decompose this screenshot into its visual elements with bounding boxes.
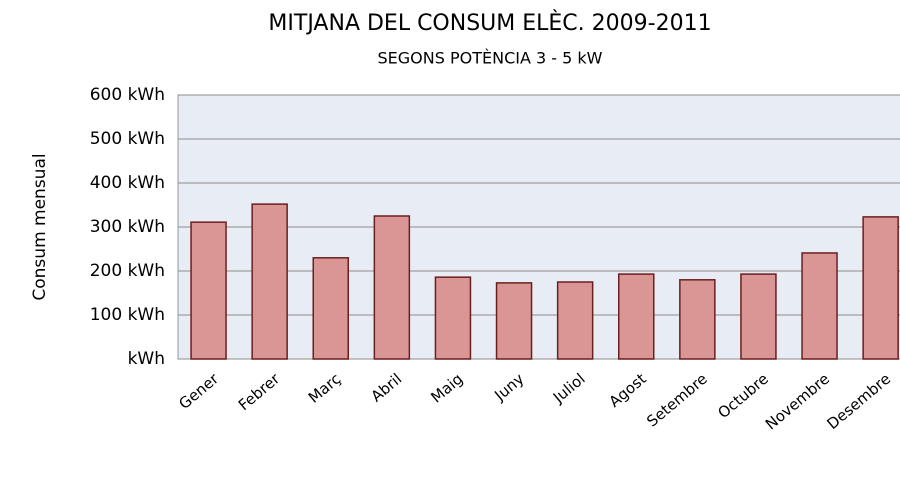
y-tick-label: 100 kWh: [90, 305, 165, 325]
bar: [679, 279, 716, 360]
y-tick-label: 300 kWh: [90, 217, 165, 237]
bar: [801, 252, 838, 360]
y-tick-label: 400 kWh: [90, 173, 165, 193]
bar: [373, 215, 411, 360]
bar: [740, 273, 777, 360]
bar: [495, 282, 533, 360]
chart-title: MITJANA DEL CONSUM ELÈC. 2009-2011: [268, 10, 711, 36]
x-tick-label: Novembre: [762, 370, 833, 434]
bar: [312, 257, 349, 360]
bar: [251, 203, 288, 360]
bar: [556, 281, 594, 360]
bar: [434, 276, 472, 360]
bar: [618, 273, 655, 360]
x-tick-label: Maig: [427, 370, 466, 407]
x-tick-label: Agost: [605, 370, 649, 411]
x-tick-label: Març: [305, 370, 344, 407]
x-tick-label: Octubre: [714, 370, 772, 422]
chart-subtitle: SEGONS POTÈNCIA 3 - 5 kW: [378, 49, 603, 68]
x-tick-label: Abril: [367, 370, 405, 406]
y-tick-label: 200 kWh: [90, 261, 165, 281]
x-tick-label: Desembre: [824, 370, 895, 433]
x-tick-label: Setembre: [643, 370, 711, 431]
y-axis-label: Consum mensual: [30, 153, 50, 300]
x-tick-label: Juny: [490, 370, 527, 405]
y-tick-label: 500 kWh: [90, 129, 165, 149]
x-tick-label: Juliol: [549, 370, 589, 407]
y-tick-label: kWh: [128, 349, 165, 369]
y-tick-label: 600 kWh: [90, 85, 165, 105]
x-tick-label: Febrer: [235, 369, 284, 414]
bar: [190, 221, 227, 360]
x-tick-label: Gener: [175, 369, 222, 413]
bar: [862, 216, 899, 360]
